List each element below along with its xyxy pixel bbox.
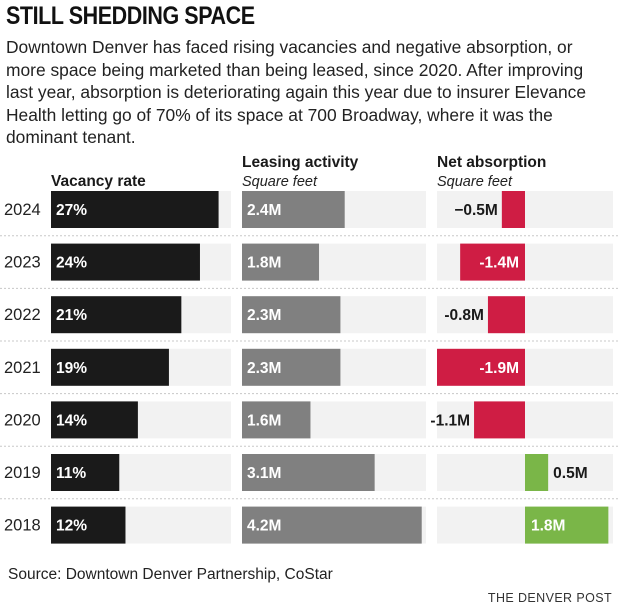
absorption-bar	[437, 348, 525, 386]
absorption-bar	[487, 296, 525, 334]
vacancy-value-label: 11%	[56, 465, 86, 482]
chart-description: Downtown Denver has faced rising vacanci…	[6, 37, 587, 147]
absorption-value-label: -1.1M	[430, 412, 470, 429]
absorption-bar	[525, 454, 549, 491]
vacancy-value-label: 21%	[56, 307, 87, 324]
leasing-value-label: 3.1M	[247, 465, 281, 482]
absorption-value-label: 1.8M	[531, 518, 565, 535]
leasing-bar	[242, 454, 375, 491]
absorption-value-label: -1.9M	[479, 360, 519, 377]
absorption-header: Net absorption	[437, 154, 546, 171]
vacancy-value-label: 19%	[56, 360, 87, 377]
year-label: 2020	[4, 411, 41, 429]
leasing-value-label: 2.3M	[247, 360, 281, 377]
vacancy-header: Vacancy rate	[51, 173, 146, 190]
absorption-bar	[474, 401, 525, 439]
vacancy-value-label: 24%	[56, 255, 87, 272]
year-label: 2023	[4, 254, 41, 272]
absorption-value-label: 0.5M	[553, 465, 587, 482]
credit-line: THE DENVER POST	[487, 591, 612, 605]
leasing-bar	[242, 243, 320, 281]
leasing-bar	[242, 348, 341, 386]
vacancy-bar	[51, 348, 169, 386]
leasing-bar	[242, 191, 345, 228]
chart-area: Vacancy rate Leasing activity Square feet N…	[0, 154, 620, 544]
absorption-value-label: −0.5M	[454, 202, 498, 219]
vacancy-value-label: 12%	[56, 518, 87, 535]
vacancy-bar	[51, 401, 138, 439]
year-label: 2019	[4, 464, 41, 482]
absorption-value-label: -1.4M	[479, 255, 519, 272]
vacancy-bar	[51, 296, 182, 334]
leasing-header: Leasing activity	[242, 154, 359, 171]
vacancy-bar	[51, 506, 126, 544]
year-label: 2024	[4, 201, 41, 219]
leasing-bar	[242, 401, 311, 439]
year-label: 2018	[4, 517, 41, 535]
leasing-bar	[242, 296, 341, 334]
leasing-value-label: 1.8M	[247, 255, 281, 272]
leasing-value-label: 2.4M	[247, 202, 281, 219]
absorption-subheader: Square feet	[437, 174, 513, 190]
vacancy-value-label: 14%	[56, 412, 87, 429]
leasing-value-label: 4.2M	[247, 518, 281, 535]
source-note: Source: Downtown Denver Partnership, CoS…	[8, 566, 333, 583]
chart-title: STILL SHEDDING SPACE	[6, 2, 255, 30]
vacancy-value-label: 27%	[56, 202, 87, 219]
vacancy-bar	[51, 191, 219, 228]
absorption-bar	[525, 506, 609, 544]
absorption-value-label: -0.8M	[444, 307, 484, 324]
leasing-value-label: 1.6M	[247, 412, 281, 429]
vacancy-bar	[51, 243, 200, 281]
year-label: 2022	[4, 306, 41, 324]
vacancy-bar	[51, 454, 120, 491]
leasing-value-label: 2.3M	[247, 307, 281, 324]
leasing-bar	[242, 506, 422, 544]
absorption-bar	[460, 243, 525, 281]
absorption-bar	[501, 191, 525, 228]
leasing-subheader: Square feet	[242, 174, 318, 190]
year-label: 2021	[4, 359, 41, 377]
